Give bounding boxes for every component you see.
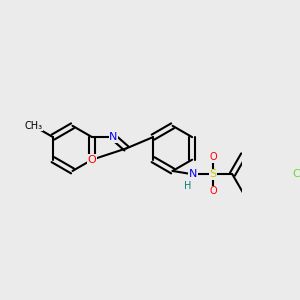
Text: O: O bbox=[209, 152, 217, 162]
Text: O: O bbox=[209, 186, 217, 196]
Text: S: S bbox=[210, 169, 217, 179]
Text: O: O bbox=[88, 155, 96, 165]
Text: CH₃: CH₃ bbox=[24, 121, 43, 131]
Text: N: N bbox=[189, 169, 197, 179]
Text: Cl: Cl bbox=[292, 169, 300, 179]
Text: N: N bbox=[109, 132, 118, 142]
Text: H: H bbox=[184, 181, 191, 190]
